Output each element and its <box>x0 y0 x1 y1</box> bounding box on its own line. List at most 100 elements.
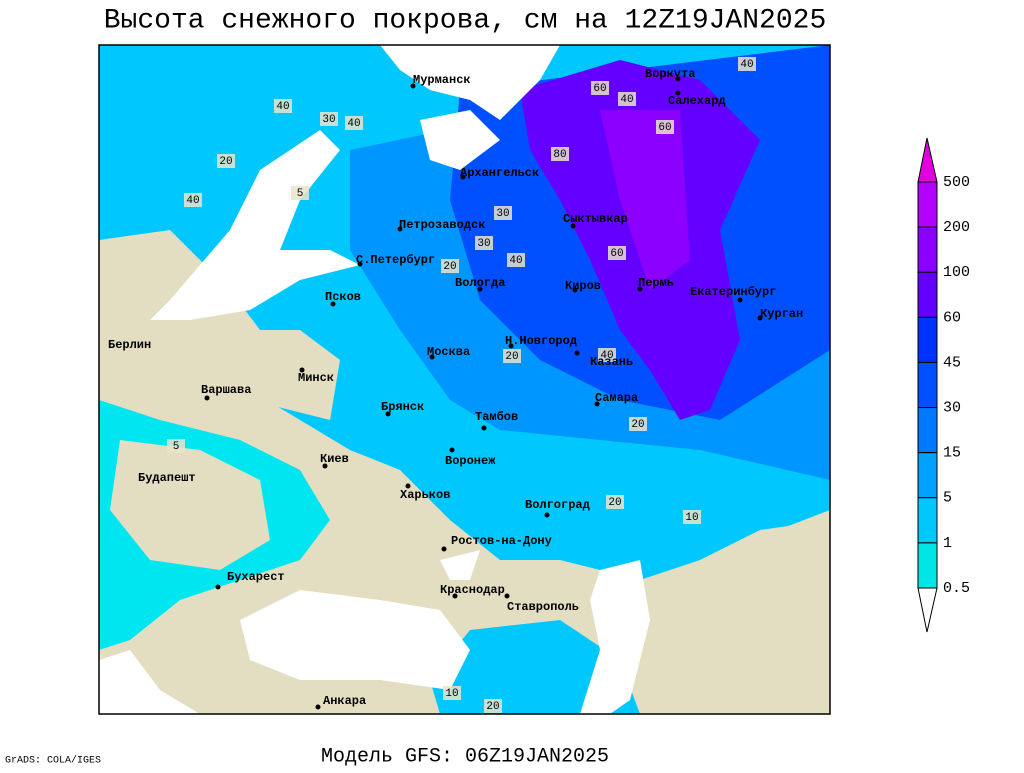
contour-label: 30 <box>322 114 335 126</box>
contour-label-box <box>167 439 185 453</box>
colorbar-label: 15 <box>943 445 961 462</box>
colorbar-segment <box>917 452 938 499</box>
contour-label-box <box>345 116 363 130</box>
city-dot <box>675 90 681 96</box>
contour-label-box <box>217 154 235 168</box>
credit: GrADS: COLA/IGES <box>5 755 101 767</box>
contour-label-box <box>656 120 674 134</box>
colorbar-segment <box>917 542 938 589</box>
city-dot <box>675 76 681 82</box>
city-dot <box>737 297 743 303</box>
city-dot <box>299 367 305 373</box>
city-dot <box>460 174 466 180</box>
contour-label: 40 <box>509 255 522 267</box>
city-label: Будапешт <box>138 471 196 485</box>
city-dot <box>385 411 391 417</box>
colorbar-label: 200 <box>943 219 970 236</box>
city-label: Харьков <box>400 488 450 502</box>
city-dot <box>397 226 403 232</box>
city-dot <box>504 593 510 599</box>
contour-label-box <box>274 99 292 113</box>
city-label: Псков <box>325 290 361 304</box>
city-label: Брянск <box>381 400 424 414</box>
contour-label: 20 <box>608 497 621 509</box>
colorbar-segment <box>917 181 938 228</box>
contour-label: 40 <box>347 118 360 130</box>
city-dot <box>405 483 411 489</box>
contour-label-box <box>608 246 626 260</box>
city-label: Самара <box>595 391 638 405</box>
city-label: Екатеринбург <box>690 284 776 299</box>
contour-label: 20 <box>219 156 232 168</box>
contour-label: 60 <box>610 248 623 260</box>
city-dot <box>322 463 328 469</box>
contour-label: 60 <box>658 122 671 134</box>
contour-label: 5 <box>173 441 180 453</box>
contour-label-box <box>484 699 502 713</box>
city-label: Берлин <box>108 338 151 352</box>
city-label: Краснодар <box>440 583 505 597</box>
city-dot <box>574 350 580 356</box>
city-label: Курган <box>760 307 803 321</box>
colorbar-label: 0.5 <box>943 580 970 597</box>
city-dot <box>441 546 447 552</box>
contour-label-box <box>738 57 756 71</box>
city-label: Петрозаводск <box>399 218 485 232</box>
city-dot <box>570 223 576 229</box>
colorbar-segment <box>917 226 938 273</box>
contour-label: 40 <box>620 94 633 106</box>
city-dot <box>357 261 363 267</box>
colorbar: 500 200 100 60 45 30 15 5 1 0.5 <box>917 137 970 633</box>
city-label: Пермь <box>638 276 674 290</box>
colorbar-label: 5 <box>943 490 952 507</box>
city-label: Киев <box>320 452 349 466</box>
city-label: Минск <box>298 371 334 385</box>
contour-label-box <box>629 417 647 431</box>
contour-label: 10 <box>445 688 458 700</box>
contour-label-box <box>503 349 521 363</box>
city-label: Тамбов <box>475 409 518 424</box>
contour-label: 10 <box>685 512 698 524</box>
contour-label: 5 <box>297 188 304 200</box>
city-dot <box>449 447 455 453</box>
city-dot <box>637 286 643 292</box>
city-label: Салехард <box>668 94 726 108</box>
colorbar-segment <box>917 271 938 318</box>
contour-label-box <box>618 92 636 106</box>
contour-label: 40 <box>740 59 753 71</box>
contour-label-box <box>441 259 459 273</box>
contour-label-box <box>507 253 525 267</box>
city-dot <box>481 425 487 431</box>
city-dot <box>204 395 210 401</box>
colorbar-segment <box>917 407 938 454</box>
colorbar-segment <box>917 361 938 409</box>
city-dot <box>757 315 763 321</box>
city-dot <box>544 512 550 518</box>
city-dot <box>410 83 416 89</box>
city-label: Ростов-на-Дону <box>451 534 552 548</box>
city-dot <box>215 584 221 590</box>
city-dot <box>477 286 483 292</box>
colorbar-label: 500 <box>943 174 970 191</box>
city-label: Варшава <box>201 383 251 397</box>
contour-label-box <box>184 193 202 207</box>
contour-label: 60 <box>593 83 606 95</box>
city-label: Сыктывкар <box>563 212 628 226</box>
colorbar-segment <box>917 316 938 363</box>
contour-label: 20 <box>505 351 518 363</box>
city-label: Архангельск <box>460 166 539 180</box>
colorbar-segment <box>917 497 938 544</box>
city-label: Ставрополь <box>507 600 579 614</box>
city-label: Бухарест <box>227 570 285 584</box>
contour-label-box <box>291 186 309 200</box>
model-run: Модель GFS: 06Z19JAN2025 <box>321 745 609 768</box>
city-dot <box>429 354 435 360</box>
city-dot <box>315 704 321 710</box>
city-label: Н.Новгород <box>505 334 577 348</box>
contour-label: 40 <box>186 195 199 207</box>
colorbar-label: 100 <box>943 264 970 281</box>
contour-label: 20 <box>631 419 644 431</box>
contour-label: 20 <box>443 261 456 273</box>
colorbar-label: 60 <box>943 309 961 326</box>
